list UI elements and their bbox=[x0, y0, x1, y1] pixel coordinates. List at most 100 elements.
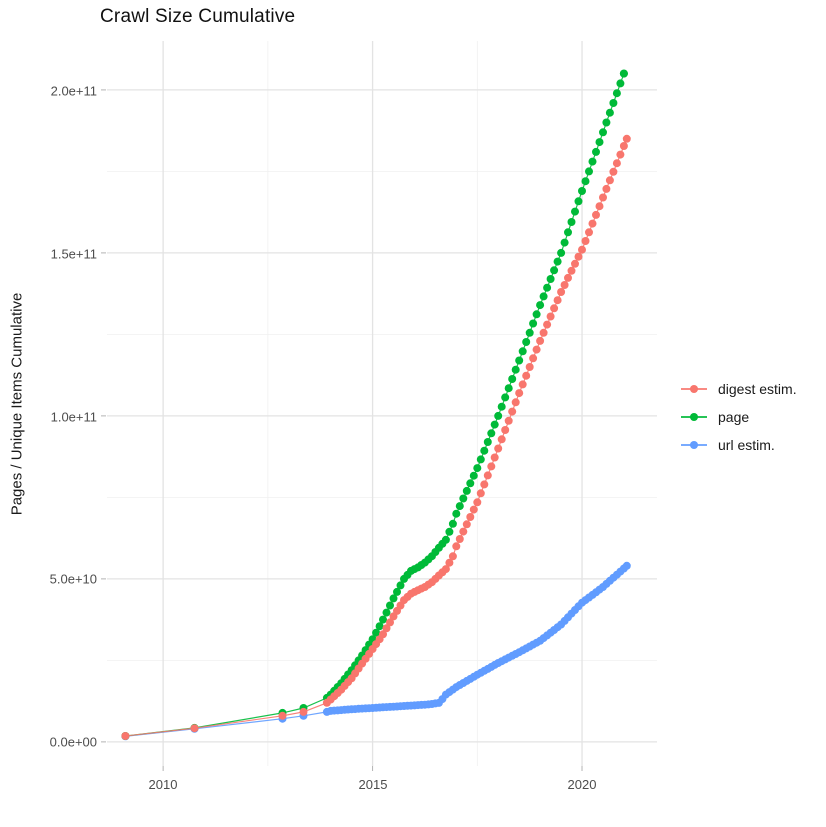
data-point bbox=[466, 513, 475, 521]
data-point bbox=[602, 184, 611, 193]
data-point bbox=[445, 558, 454, 567]
data-point bbox=[508, 375, 517, 383]
data-point bbox=[452, 542, 461, 551]
data-point bbox=[501, 426, 510, 434]
data-point bbox=[462, 486, 471, 495]
data-point bbox=[595, 202, 604, 211]
data-point bbox=[494, 411, 503, 420]
x-tick-label-2020: 2020 bbox=[567, 777, 597, 792]
data-point bbox=[550, 304, 559, 313]
data-point bbox=[612, 89, 621, 98]
data-point bbox=[595, 138, 604, 147]
data-point bbox=[543, 320, 552, 329]
data-point bbox=[476, 455, 485, 464]
data-point bbox=[483, 438, 492, 446]
data-point bbox=[511, 365, 520, 374]
legend-item-url-estim: url estim. bbox=[681, 435, 797, 454]
data-point bbox=[585, 167, 593, 176]
data-point bbox=[382, 624, 391, 633]
data-point bbox=[452, 509, 461, 518]
data-point bbox=[605, 108, 614, 117]
legend-label: page bbox=[718, 408, 750, 425]
data-point bbox=[532, 310, 541, 319]
page-title: Crawl Size Cumulative bbox=[100, 6, 296, 27]
legend-key-page-icon bbox=[681, 409, 707, 425]
data-point bbox=[616, 150, 625, 159]
data-point bbox=[543, 283, 552, 292]
data-point bbox=[588, 157, 597, 166]
data-point bbox=[599, 128, 607, 137]
data-point bbox=[581, 177, 590, 186]
data-point bbox=[518, 380, 527, 389]
x-tick-label-2010: 2010 bbox=[148, 777, 178, 792]
data-point bbox=[553, 257, 562, 266]
data-point bbox=[525, 328, 534, 337]
data-point bbox=[375, 622, 384, 631]
data-point bbox=[480, 480, 489, 489]
data-point bbox=[525, 363, 534, 371]
data-point bbox=[473, 498, 482, 507]
data-point bbox=[578, 245, 586, 254]
legend-item-digest-estim: digest estim. bbox=[681, 379, 797, 398]
data-point bbox=[455, 535, 464, 543]
data-point bbox=[466, 479, 475, 488]
data-point bbox=[581, 237, 590, 245]
data-point bbox=[386, 618, 394, 627]
legend-key-url-icon bbox=[681, 437, 707, 453]
data-point bbox=[564, 273, 572, 282]
data-point bbox=[448, 552, 457, 561]
data-point bbox=[508, 407, 517, 416]
data-point bbox=[571, 259, 579, 268]
data-point bbox=[605, 176, 614, 185]
data-point bbox=[557, 248, 566, 257]
data-point bbox=[539, 328, 548, 337]
data-point bbox=[448, 519, 457, 528]
data-point bbox=[462, 520, 471, 529]
data-point bbox=[379, 615, 387, 624]
y-tick-label-0: 0.0e+00 bbox=[49, 734, 97, 750]
data-point bbox=[469, 505, 478, 514]
data-point bbox=[532, 345, 541, 354]
data-point bbox=[372, 628, 381, 637]
data-point bbox=[389, 594, 398, 603]
data-point bbox=[504, 384, 513, 393]
data-point bbox=[602, 118, 611, 127]
data-point bbox=[487, 429, 496, 438]
data-point bbox=[592, 210, 600, 219]
x-tick-label-2015: 2015 bbox=[358, 777, 388, 792]
data-point bbox=[578, 187, 586, 195]
data-point bbox=[190, 724, 199, 733]
legend: digest estim. page url estim. bbox=[681, 379, 797, 454]
legend-label: url estim. bbox=[718, 436, 775, 453]
data-point bbox=[546, 275, 555, 283]
data-point bbox=[518, 347, 527, 356]
data-point bbox=[396, 581, 405, 590]
data-point bbox=[588, 219, 597, 228]
data-point bbox=[459, 494, 468, 503]
data-point bbox=[490, 420, 499, 429]
data-point bbox=[522, 338, 531, 346]
data-point bbox=[386, 601, 394, 610]
data-point bbox=[539, 292, 548, 301]
data-point bbox=[473, 464, 482, 473]
data-point bbox=[567, 266, 576, 275]
data-point bbox=[497, 402, 506, 411]
data-point bbox=[574, 252, 583, 261]
data-point bbox=[574, 197, 583, 206]
data-point bbox=[522, 371, 531, 380]
data-point bbox=[619, 142, 628, 150]
data-point bbox=[609, 99, 618, 107]
data-point bbox=[585, 228, 593, 237]
data-point bbox=[553, 296, 562, 305]
y-tick-label-3: 1.5e+11 bbox=[50, 246, 97, 262]
y-tick-label-1: 5.0e+10 bbox=[49, 571, 97, 587]
data-point bbox=[619, 69, 628, 78]
data-point bbox=[441, 565, 450, 574]
data-point bbox=[546, 312, 555, 321]
data-point bbox=[536, 301, 545, 310]
data-point bbox=[490, 453, 499, 462]
legend-item-page: page bbox=[681, 407, 797, 426]
data-point bbox=[441, 535, 450, 544]
data-point bbox=[501, 393, 510, 402]
legend-key-digest-icon bbox=[681, 381, 707, 397]
